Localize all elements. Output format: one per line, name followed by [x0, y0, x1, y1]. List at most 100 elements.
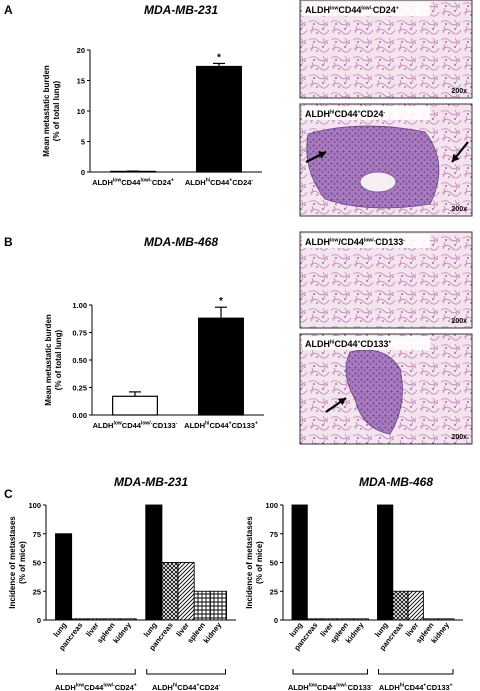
bar — [322, 618, 339, 621]
micrograph-label: ALDHlowCD44low/-CD24+ — [302, 2, 430, 16]
y-tick-label: 100 — [265, 501, 278, 510]
panel-letter-c: C — [4, 487, 13, 501]
bar — [145, 504, 163, 621]
bar — [209, 590, 227, 621]
group-bracket — [292, 669, 368, 675]
micrograph-label: ALDHlow/CD44low/-CD133- — [302, 234, 430, 248]
category-label: ALDHhiCD44+CD133+ — [184, 421, 258, 431]
group-label: ALDHhiCD44+CD24- — [152, 683, 221, 691]
group-bracket — [146, 669, 226, 675]
bar — [55, 533, 73, 621]
y-tick-label: 0.50 — [72, 356, 87, 365]
micrograph-label-text: ALDHhiCD44+CD24- — [305, 109, 385, 119]
micrograph-2: ALDHhiCD44+CD24- 200x — [299, 103, 473, 217]
bar — [177, 562, 195, 621]
y-tick-label: 25 — [270, 587, 278, 596]
bar — [87, 618, 105, 621]
tumor-region — [306, 125, 440, 209]
y-tick-label: 1.00 — [72, 301, 87, 310]
magnification-label: 200x — [451, 88, 467, 95]
significance-mark: * — [217, 52, 221, 63]
group-bracket — [378, 669, 454, 675]
organ-label: kidney — [429, 620, 451, 645]
chart-title-c-right: MDA-MB-468 — [359, 475, 433, 489]
y-tick-label: 0 — [37, 616, 41, 625]
y-tick-label: 0 — [81, 168, 85, 177]
category-label: ALDHlowCD44low/-CD133- — [93, 421, 178, 431]
group-label: ALDHlowCD44low/-CD24+ — [55, 683, 137, 691]
group-label: ALDHlowCD44low/-CD133- — [288, 683, 373, 691]
micrographs-layer: ALDHlowCD44low/-CD24+200xALDHhiCD44+CD24… — [299, 0, 473, 445]
y-tick-label: 50 — [33, 559, 41, 568]
bar — [306, 618, 324, 621]
label-backdrop — [302, 336, 430, 350]
arrow-head — [337, 398, 346, 406]
bar — [71, 618, 89, 621]
bar — [377, 504, 394, 621]
micrograph-3: ALDHlow/CD44low/-CD133- 200x — [299, 231, 473, 329]
y-tick-label: 0 — [274, 616, 278, 625]
y-tick-label: 100 — [28, 501, 41, 510]
y-tick-label: 0.75 — [72, 329, 87, 338]
chart-title-c-left: MDA-MB-231 — [114, 475, 188, 489]
bar — [112, 395, 158, 416]
y-tick-label: 20 — [77, 46, 85, 55]
chart-title-a: MDA-MB-231 — [144, 3, 218, 17]
y-tick-label: 0.00 — [72, 411, 87, 420]
y-tick-label: 15 — [77, 77, 85, 86]
organ-label: kidney — [344, 620, 366, 645]
y-axis-title: Incidence of metastases(% of mice) — [8, 516, 27, 609]
bar — [337, 618, 354, 621]
micrograph-label-text: ALDHhiCD44+CD133+ — [305, 339, 391, 349]
bar — [438, 618, 455, 621]
y-tick-label: 5 — [81, 138, 85, 147]
y-tick-label: 75 — [33, 530, 41, 539]
label-backdrop — [302, 106, 430, 120]
y-tick-label: 75 — [270, 530, 278, 539]
organ-label: kidney — [202, 620, 224, 645]
organ-label: kidney — [111, 620, 133, 645]
chart-a: 0 5 10 15 20 Mean metastatic burden(% of tota… — [42, 46, 262, 187]
chart-b: 0.00 0.25 0.50 0.75 1.00 Mean metastatic burd… — [44, 296, 264, 430]
vessel-lumen — [359, 171, 397, 193]
group-bracket — [56, 669, 136, 675]
bar — [407, 590, 424, 621]
panel-letter-a: A — [4, 3, 13, 17]
y-tick-label: 25 — [33, 587, 41, 596]
label-backdrop — [302, 234, 430, 248]
significance-mark: * — [219, 296, 223, 307]
bar — [196, 65, 242, 173]
magnification-label: 200x — [451, 318, 467, 325]
y-axis-title: Incidence of metastases(% of mice) — [245, 516, 264, 609]
bar — [198, 317, 244, 416]
y-tick-label: 50 — [270, 559, 278, 568]
magnification-label: 200x — [451, 434, 467, 441]
micrograph-label-text: ALDHlowCD44low/-CD24+ — [305, 5, 399, 15]
y-tick-label: 0.25 — [72, 384, 87, 393]
tumor-region — [345, 349, 403, 435]
arrow-head — [452, 154, 460, 162]
micrograph-1: ALDHlowCD44low/-CD24+ 200x — [299, 0, 473, 99]
micrograph-image — [299, 0, 473, 99]
micrograph-label-text: ALDHlow/CD44low/-CD133- — [305, 237, 405, 247]
bar — [119, 618, 137, 621]
y-axis-title: Mean metastatic burden(% of total lung) — [42, 65, 61, 157]
bar — [291, 504, 308, 621]
label-backdrop — [302, 2, 430, 16]
micrograph-label: ALDHhiCD44+CD133+ — [302, 336, 430, 350]
group-label: ALDHhiCD44+CD133+ — [379, 683, 453, 691]
bar — [193, 590, 211, 621]
category-label: ALDHhiCD44+CD24- — [185, 178, 254, 188]
micrograph-4: ALDHhiCD44+CD133+ 200x — [299, 333, 473, 445]
bar — [352, 618, 369, 621]
bar — [422, 618, 440, 621]
bar — [392, 590, 409, 621]
chart-title-b: MDA-MB-468 — [144, 235, 218, 249]
magnification-label: 200x — [451, 206, 467, 213]
panel-letter-b: B — [4, 235, 13, 249]
micrograph-label: ALDHhiCD44+CD24- — [302, 106, 430, 120]
y-tick-label: 10 — [77, 107, 85, 116]
